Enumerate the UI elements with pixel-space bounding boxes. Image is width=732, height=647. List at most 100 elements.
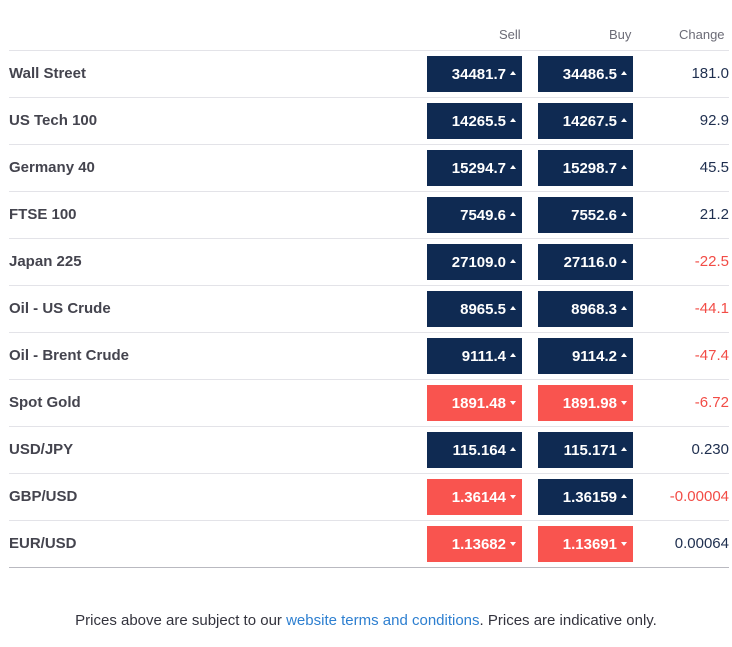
buy-price-button[interactable]: 115.171 — [538, 432, 633, 468]
caret-up-icon — [621, 447, 627, 451]
sell-price-button[interactable]: 7549.6 — [427, 197, 522, 233]
caret-up-icon — [621, 118, 627, 122]
buy-column-header: Buy — [609, 27, 632, 42]
caret-up-icon — [621, 353, 627, 357]
sell-price: 27109.0 — [451, 253, 506, 271]
sell-price: 14265.5 — [451, 112, 506, 130]
instrument-name: USD/JPY — [9, 441, 74, 458]
buy-price: 1.13691 — [562, 535, 617, 553]
instrument-name: Germany 40 — [9, 159, 95, 176]
table-row: Japan 225 27109.0 27116.0 -22.5 — [9, 239, 729, 286]
sell-price-button[interactable]: 27109.0 — [427, 244, 522, 280]
sell-price: 1.36144 — [451, 488, 506, 506]
caret-up-icon — [510, 165, 516, 169]
table-row: Oil - Brent Crude 9111.4 9114.2 -47.4 — [9, 333, 729, 380]
table-row: US Tech 100 14265.5 14267.5 92.9 — [9, 98, 729, 145]
sell-price-button[interactable]: 1.13682 — [427, 526, 522, 562]
buy-price: 1.36159 — [562, 488, 617, 506]
change-value: 0.00064 — [674, 535, 729, 552]
sell-price: 1.13682 — [451, 535, 506, 553]
table-row: FTSE 100 7549.6 7552.6 21.2 — [9, 192, 729, 239]
disclaimer: Prices above are subject to our website … — [0, 612, 732, 629]
caret-down-icon — [510, 495, 516, 499]
caret-up-icon — [621, 71, 627, 75]
caret-up-icon — [621, 259, 627, 263]
table-row: Wall Street 34481.7 34486.5 181.0 — [9, 51, 729, 98]
buy-price: 27116.0 — [563, 253, 617, 271]
buy-price: 15298.7 — [562, 159, 617, 177]
sell-price: 115.164 — [452, 441, 506, 459]
table-row: Spot Gold 1891.48 1891.98 -6.72 — [9, 380, 729, 427]
buy-price-button[interactable]: 27116.0 — [538, 244, 633, 280]
buy-price-button[interactable]: 14267.5 — [538, 103, 633, 139]
caret-up-icon — [510, 306, 516, 310]
instrument-name: Oil - US Crude — [9, 300, 111, 317]
change-value: 92.9 — [699, 112, 729, 129]
change-value: 0.230 — [691, 441, 729, 458]
caret-up-icon — [510, 118, 516, 122]
instrument-name: FTSE 100 — [9, 206, 77, 223]
buy-price: 115.171 — [563, 441, 617, 459]
change-value: -47.4 — [694, 347, 729, 364]
sell-price: 7549.6 — [460, 206, 506, 224]
buy-price-button[interactable]: 1.36159 — [538, 479, 633, 515]
sell-price: 1891.48 — [451, 394, 506, 412]
caret-up-icon — [621, 165, 627, 169]
change-value: 181.0 — [691, 65, 729, 82]
change-value: -0.00004 — [669, 488, 729, 505]
buy-price-button[interactable]: 8968.3 — [538, 291, 633, 327]
terms-link[interactable]: website terms and conditions — [286, 612, 480, 629]
instrument-name: GBP/USD — [9, 488, 78, 505]
change-column-header: Change — [679, 27, 725, 42]
table-row: Germany 40 15294.7 15298.7 45.5 — [9, 145, 729, 192]
buy-price: 7552.6 — [571, 206, 617, 224]
buy-price: 8968.3 — [571, 300, 617, 318]
buy-price-button[interactable]: 15298.7 — [538, 150, 633, 186]
buy-price-button[interactable]: 34486.5 — [538, 56, 633, 92]
change-value: 45.5 — [699, 159, 729, 176]
price-table: Wall Street 34481.7 34486.5 181.0 US Tech 10… — [9, 51, 729, 568]
sell-price: 8965.5 — [460, 300, 506, 318]
table-row: EUR/USD 1.13682 1.13691 0.00064 — [9, 521, 729, 568]
sell-price-button[interactable]: 9111.4 — [427, 338, 522, 374]
buy-price-button[interactable]: 1891.98 — [538, 385, 633, 421]
sell-price: 9111.4 — [461, 347, 506, 365]
sell-price-button[interactable]: 1.36144 — [427, 479, 522, 515]
sell-price-button[interactable]: 1891.48 — [427, 385, 522, 421]
instrument-name: EUR/USD — [9, 535, 77, 552]
instrument-name: Wall Street — [9, 65, 86, 82]
caret-up-icon — [510, 71, 516, 75]
sell-column-header: Sell — [499, 27, 521, 42]
change-value: -22.5 — [694, 253, 729, 270]
caret-up-icon — [510, 353, 516, 357]
instrument-name: Japan 225 — [9, 253, 82, 270]
sell-price-button[interactable]: 8965.5 — [427, 291, 522, 327]
instrument-name: Spot Gold — [9, 394, 81, 411]
table-row: USD/JPY 115.164 115.171 0.230 — [9, 427, 729, 474]
buy-price: 34486.5 — [562, 65, 617, 83]
disclaimer-suffix: . Prices are indicative only. — [479, 612, 657, 629]
buy-price-button[interactable]: 1.13691 — [538, 526, 633, 562]
instrument-name: Oil - Brent Crude — [9, 347, 130, 364]
sell-price-button[interactable]: 34481.7 — [427, 56, 522, 92]
instrument-name: US Tech 100 — [9, 112, 98, 129]
sell-price-button[interactable]: 15294.7 — [427, 150, 522, 186]
buy-price: 9114.2 — [571, 347, 617, 365]
caret-up-icon — [621, 494, 627, 498]
change-value: 21.2 — [699, 206, 729, 223]
caret-down-icon — [621, 401, 627, 405]
caret-up-icon — [621, 306, 627, 310]
caret-down-icon — [510, 542, 516, 546]
sell-price-button[interactable]: 14265.5 — [427, 103, 522, 139]
table-row: GBP/USD 1.36144 1.36159 -0.00004 — [9, 474, 729, 521]
sell-price-button[interactable]: 115.164 — [427, 432, 522, 468]
buy-price-button[interactable]: 9114.2 — [538, 338, 633, 374]
buy-price-button[interactable]: 7552.6 — [538, 197, 633, 233]
buy-price: 1891.98 — [562, 394, 617, 412]
table-row: Oil - US Crude 8965.5 8968.3 -44.1 — [9, 286, 729, 333]
change-value: -6.72 — [694, 394, 729, 411]
caret-up-icon — [510, 212, 516, 216]
caret-up-icon — [510, 259, 516, 263]
caret-down-icon — [510, 401, 516, 405]
